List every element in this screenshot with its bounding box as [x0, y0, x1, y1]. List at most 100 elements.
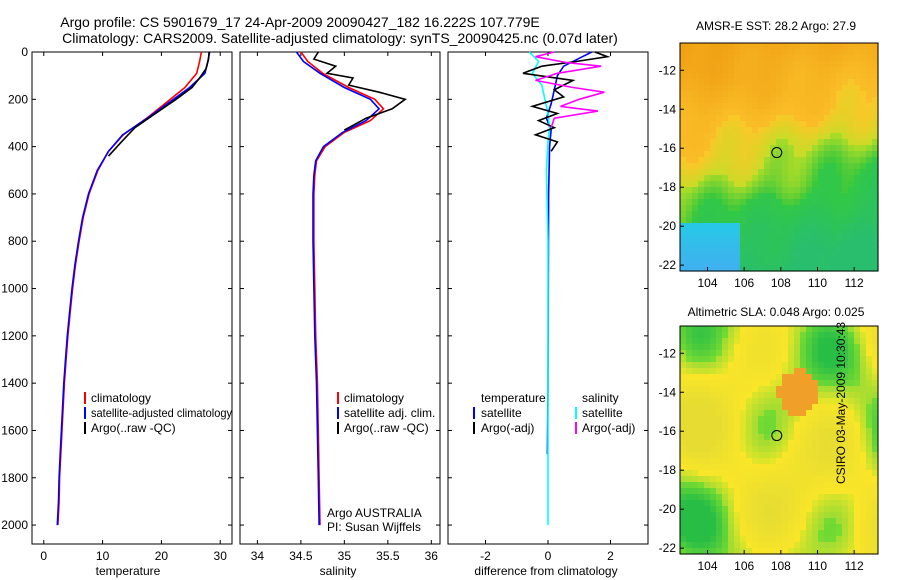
map-cell	[686, 145, 693, 152]
map-cell	[806, 410, 813, 417]
map-cell	[758, 428, 765, 435]
x-tick-label: 30	[214, 549, 228, 563]
map-cell	[872, 259, 879, 266]
map-cell	[788, 115, 795, 122]
map-cell	[818, 151, 825, 158]
map-cell	[782, 145, 789, 152]
map-cell	[806, 259, 813, 266]
map-cell	[728, 109, 735, 116]
map-cell	[728, 55, 735, 62]
map-cell	[824, 211, 831, 218]
map-cell	[836, 193, 843, 200]
map-cell	[692, 512, 699, 519]
map-cell	[716, 91, 723, 98]
map-cell	[704, 422, 711, 429]
map-cell	[788, 332, 795, 339]
map-cell	[788, 500, 795, 507]
map-cell	[836, 151, 843, 158]
map-cell	[800, 494, 807, 501]
map-cell	[866, 199, 873, 206]
map-cell	[842, 440, 849, 447]
map-cell	[818, 43, 825, 50]
map-cell	[782, 199, 789, 206]
sst-lat-axis: -12-14-16-18-20-22	[659, 63, 684, 272]
map-cell	[872, 398, 879, 405]
map-cell	[770, 332, 777, 339]
map-cell	[794, 205, 801, 212]
map-cell	[782, 235, 789, 242]
map-cell	[752, 374, 759, 381]
map-cell	[800, 332, 807, 339]
map-cell	[782, 548, 789, 555]
map-cell	[824, 530, 831, 537]
map-cell	[752, 97, 759, 104]
map-cell	[740, 344, 747, 351]
map-cell	[806, 380, 813, 387]
map-cell	[758, 356, 765, 363]
map-cell	[716, 253, 723, 260]
map-cell	[746, 476, 753, 483]
map-cell	[710, 452, 717, 459]
map-cell	[704, 97, 711, 104]
map-cell	[770, 91, 777, 98]
map-cell	[698, 398, 705, 405]
map-cell	[806, 121, 813, 128]
map-cell	[740, 362, 747, 369]
map-cell	[824, 85, 831, 92]
map-cell	[782, 506, 789, 513]
map-cell	[704, 259, 711, 266]
map-cell	[860, 542, 867, 549]
map-cell	[794, 356, 801, 363]
map-cell	[686, 488, 693, 495]
map-cell	[794, 103, 801, 110]
map-cell	[740, 61, 747, 68]
map-cell	[842, 500, 849, 507]
map-cell	[716, 265, 723, 272]
map-cell	[758, 476, 765, 483]
depth-tick-label: 1400	[1, 376, 28, 390]
map-cell	[830, 121, 837, 128]
map-cell	[800, 362, 807, 369]
map-cell	[698, 458, 705, 465]
map-cell	[848, 205, 855, 212]
map-cell	[830, 55, 837, 62]
map-cell	[854, 452, 861, 459]
map-cell	[740, 163, 747, 170]
map-cell	[776, 217, 783, 224]
map-cell	[824, 356, 831, 363]
depth-tick-label: 1600	[1, 423, 28, 437]
map-cell	[776, 368, 783, 375]
map-cell	[782, 169, 789, 176]
map-cell	[836, 115, 843, 122]
map-cell	[752, 241, 759, 248]
map-cell	[854, 61, 861, 68]
map-cell	[788, 181, 795, 188]
map-cell	[866, 536, 873, 543]
map-cell	[782, 139, 789, 146]
map-cell	[788, 374, 795, 381]
map-cell	[812, 488, 819, 495]
map-cell	[782, 440, 789, 447]
map-cell	[836, 506, 843, 513]
map-cell	[830, 440, 837, 447]
map-cell	[698, 199, 705, 206]
map-cell	[692, 398, 699, 405]
map-cell	[770, 85, 777, 92]
map-cell	[818, 416, 825, 423]
map-cell	[692, 61, 699, 68]
map-cell	[680, 79, 687, 86]
map-cell	[722, 434, 729, 441]
map-cell	[860, 464, 867, 471]
map-cell	[686, 121, 693, 128]
map-cell	[734, 151, 741, 158]
map-cell	[746, 362, 753, 369]
map-cell	[740, 548, 747, 555]
map-cell	[716, 127, 723, 134]
map-cell	[722, 380, 729, 387]
lon-tick-label: 110	[808, 276, 827, 290]
map-cell	[734, 67, 741, 74]
map-cell	[734, 536, 741, 543]
map-cell	[806, 43, 813, 50]
map-cell	[710, 326, 717, 333]
